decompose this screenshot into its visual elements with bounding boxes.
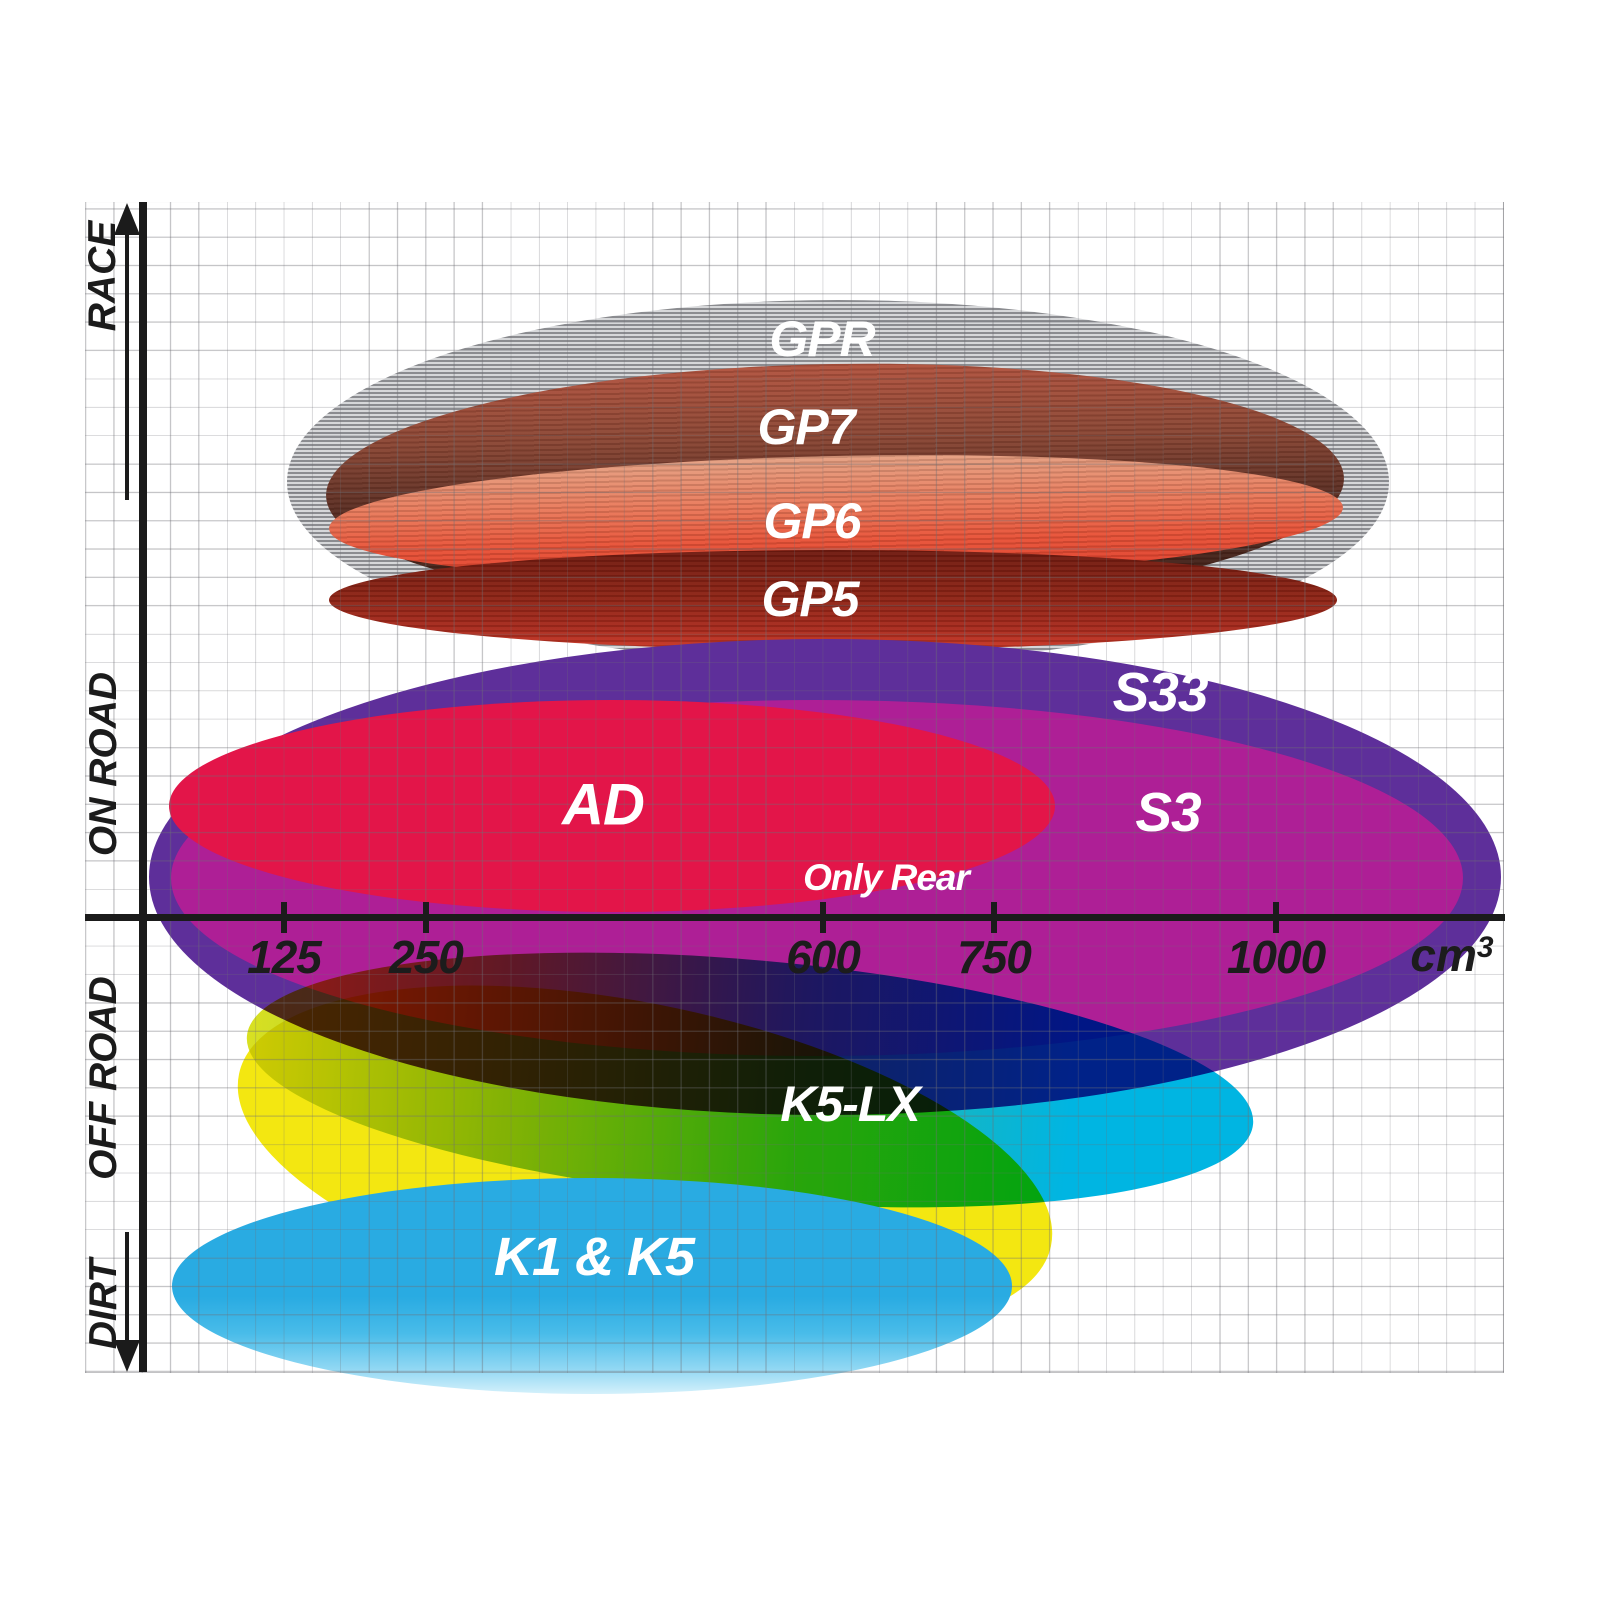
- hatch-texture: [329, 550, 1337, 650]
- x-tick-label-250: 250: [389, 931, 464, 983]
- x-tick-1000: [1273, 902, 1279, 933]
- race-arrow-up-icon: [114, 203, 140, 235]
- y-label-dirt: DIRT: [82, 1258, 125, 1350]
- label-k5lx: K5-LX: [780, 1076, 920, 1132]
- y-label-off-road: OFF ROAD: [82, 976, 125, 1180]
- dirt-arrow-down-icon: [114, 1340, 140, 1372]
- y-label-on-road: ON ROAD: [82, 671, 125, 857]
- label-gpr: GPR: [769, 311, 875, 367]
- label-ad: AD: [562, 772, 645, 838]
- ellipse-ad: [169, 700, 1055, 912]
- x-tick-750: [991, 902, 997, 933]
- race-arrow-line: [125, 232, 129, 500]
- dirt-arrow-line: [125, 1232, 129, 1342]
- x-tick-label-1000: 1000: [1226, 931, 1326, 983]
- label-s3: S3: [1135, 781, 1201, 843]
- x-tick-label-125: 125: [247, 931, 322, 983]
- ellipse-k1k5: [172, 1178, 1012, 1394]
- x-tick-label-600: 600: [786, 931, 861, 983]
- x-tick-label-750: 750: [957, 931, 1032, 983]
- x-tick-125: [281, 902, 287, 933]
- x-tick-600: [820, 902, 826, 933]
- unit-base: cm: [1410, 929, 1477, 981]
- label-k1k5: K1 & K5: [493, 1227, 695, 1287]
- label-gp7: GP7: [757, 399, 855, 455]
- unit-exponent: 3: [1476, 931, 1494, 964]
- y-axis-line: [139, 202, 147, 1372]
- x-axis-unit-label: cm3: [1410, 928, 1493, 982]
- label-gp6: GP6: [763, 493, 861, 549]
- label-gp5: GP5: [761, 571, 859, 627]
- x-tick-250: [423, 902, 429, 933]
- x-axis-line: [85, 914, 1505, 921]
- label-only-rear: Only Rear: [803, 857, 970, 898]
- label-s33: S33: [1112, 661, 1209, 723]
- y-label-race: RACE: [81, 220, 124, 332]
- ellipse-gp5: [329, 550, 1337, 650]
